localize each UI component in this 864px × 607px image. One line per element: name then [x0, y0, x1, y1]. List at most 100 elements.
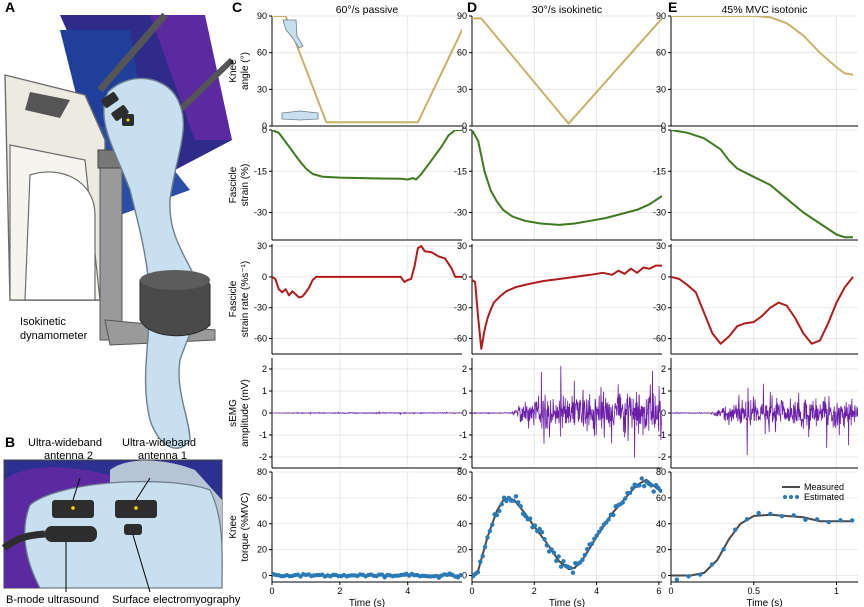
y-tick-label: -60 — [254, 334, 267, 344]
y-tick-label: -30 — [454, 303, 467, 313]
estimated-point — [494, 512, 500, 518]
y-tick-label: 0 — [262, 121, 267, 131]
plot-area — [671, 510, 855, 582]
panel-letter-b: B — [5, 434, 15, 450]
plot-area — [671, 275, 854, 345]
plot-d-strain: 0 -15 -30 — [454, 125, 662, 241]
estimated-point — [504, 498, 509, 504]
estimated-point — [487, 528, 493, 534]
x-tick-label: 2 — [337, 586, 342, 596]
y-tick-label: 2 — [262, 364, 267, 374]
plot-d-torque: 0 20 40 60 80 0 2 4 6 Time (s) — [457, 467, 662, 607]
emg-series-line — [671, 383, 858, 456]
row-label-line1: Fascicle — [228, 280, 239, 317]
plot-area — [472, 17, 662, 125]
estimated-point — [556, 554, 561, 559]
y-tick-label: 0 — [462, 571, 467, 581]
plot-c-emg: 2 1 0 -1 -2 — [259, 358, 462, 469]
plot-c-torque: 0 20 40 60 80 0 2 4 Time (s) — [257, 467, 462, 607]
panel-a-illustration — [4, 12, 235, 449]
estimated-point — [651, 489, 656, 494]
row-label-line2: strain (%) — [240, 164, 251, 207]
estimated-point — [561, 559, 566, 564]
plot-e-rate: 30 0 -30 -60 — [653, 241, 858, 355]
row-label-line1: Knee — [228, 59, 239, 83]
estimated-point — [637, 483, 642, 488]
plot-e-angle: 0 30 60 90 — [656, 11, 858, 131]
row-label-line1: sEMG — [228, 399, 239, 427]
estimated-point — [709, 562, 715, 567]
leg-bent-icon — [282, 19, 304, 49]
plot-area — [671, 130, 853, 239]
y-tick-label: -60 — [653, 334, 666, 344]
row-label-line2: torque (%MVC) — [240, 493, 251, 562]
legend-estimated-swatch — [789, 495, 793, 499]
estimated-point — [630, 486, 635, 491]
plot-d-rate: 30 0 -30 -60 — [454, 241, 662, 355]
y-tick-label: 0 — [262, 571, 267, 581]
plot-area — [272, 571, 462, 580]
estimated-point — [558, 564, 564, 569]
legend-estimated-swatch — [795, 495, 799, 499]
bmode-label: B-mode ultrasound — [6, 594, 99, 606]
estimated-point — [549, 547, 554, 552]
y-tick-label: 40 — [656, 519, 666, 529]
estimated-point — [544, 543, 550, 548]
estimated-point — [733, 527, 738, 532]
x-tick-label: 1 — [834, 586, 839, 596]
y-tick-label: 30 — [457, 241, 467, 251]
estimated-point — [584, 546, 590, 552]
y-tick-label: -15 — [653, 166, 666, 176]
rate-series-line — [472, 264, 662, 350]
estimated-point — [698, 572, 703, 577]
plot-c-rate: 30 0 -30 -60 — [254, 241, 462, 355]
y-tick-label: 40 — [457, 519, 467, 529]
estimated-point — [501, 495, 507, 500]
y-tick-label: 60 — [457, 48, 467, 58]
x-tick-label: 4 — [405, 586, 410, 596]
panel-b-illustration — [1, 459, 223, 593]
legend-estimated-swatch — [783, 495, 787, 499]
chart-grid: Knee angle (°)Fascicle strain (%)Fascicle s… — [228, 4, 858, 607]
y-tick-label: -15 — [254, 166, 267, 176]
y-tick-label: -30 — [653, 208, 666, 218]
y-tick-label: 0 — [661, 571, 666, 581]
estimated-point — [379, 572, 385, 577]
row-label-torque: Knee torque (%MVC) — [228, 493, 251, 562]
estimated-point — [596, 529, 602, 535]
antenna2-label-line1: Ultra-wideband — [28, 437, 102, 449]
estimated-point — [589, 541, 595, 546]
estimated-point — [592, 536, 597, 542]
plot-area — [472, 365, 662, 458]
y-tick-label: 2 — [462, 364, 467, 374]
y-tick-label: 60 — [257, 493, 267, 503]
estimated-point — [478, 559, 483, 564]
estimated-point — [826, 519, 831, 525]
y-tick-label: -2 — [259, 452, 267, 462]
estimated-point — [480, 553, 485, 559]
plot-area — [671, 383, 858, 456]
y-tick-label: 30 — [656, 84, 666, 94]
legend-measured-label: Measured — [804, 482, 844, 492]
estimated-point — [539, 529, 545, 535]
y-tick-label: 30 — [257, 84, 267, 94]
y-tick-label: 20 — [656, 545, 666, 555]
plot-area — [671, 16, 854, 76]
strain-series-line — [472, 130, 662, 226]
estimated-point — [744, 516, 750, 522]
rate-series-line — [272, 245, 462, 299]
semg-label: Surface electromyography — [112, 594, 241, 606]
rate-series-line — [671, 275, 854, 345]
plot-area — [272, 130, 462, 181]
y-tick-label: 0 — [661, 408, 666, 418]
y-tick-label: 30 — [457, 84, 467, 94]
antenna1-label-line2: antenna 1 — [138, 450, 187, 462]
plot-area — [272, 245, 462, 299]
estimated-point — [568, 565, 573, 571]
y-tick-label: 0 — [262, 272, 267, 282]
estimated-point — [599, 526, 604, 531]
row-label-emg: sEMG amplitude (mV) — [228, 379, 251, 447]
leg-extended-icon — [281, 110, 319, 121]
angle-series-line — [272, 16, 462, 124]
